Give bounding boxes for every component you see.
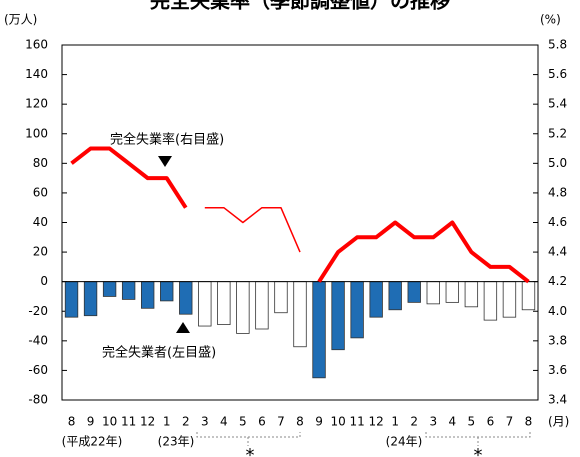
y-tick-label: 100 xyxy=(25,126,48,140)
x-tick-label: 12 xyxy=(369,415,384,429)
y2-tick-label: 5.6 xyxy=(548,67,567,81)
y2-tick-label: 5.0 xyxy=(548,156,567,170)
x-tick-label: 4 xyxy=(448,415,456,429)
annotation-arrow xyxy=(158,156,172,167)
x-tick-label: 12 xyxy=(140,415,155,429)
x-tick-label: 11 xyxy=(121,415,136,429)
year-label: (24年) xyxy=(386,435,423,449)
annotation-arrow xyxy=(176,322,190,333)
period-mark: * xyxy=(246,445,255,457)
x-tick-label: 3 xyxy=(429,415,437,429)
bar xyxy=(331,281,345,351)
bar xyxy=(217,281,231,325)
x-tick-label: 7 xyxy=(506,415,514,429)
bar xyxy=(407,281,421,303)
y2-tick-label: 3.6 xyxy=(548,363,567,377)
y-tick-label: 140 xyxy=(25,67,48,81)
bar xyxy=(312,281,326,379)
x-tick-label: 10 xyxy=(330,415,345,429)
x-tick-label: 1 xyxy=(391,415,399,429)
period-bracket xyxy=(196,432,531,446)
x-tick-label: 8 xyxy=(525,415,533,429)
y-tick-label: -40 xyxy=(28,333,48,347)
annotation: 完全失業率(右目盛) xyxy=(110,132,224,148)
bracket xyxy=(425,432,531,446)
y2-tick-label: 3.4 xyxy=(548,393,567,407)
y-tick-label: 20 xyxy=(33,245,48,259)
y-tick-label: -60 xyxy=(28,363,48,377)
y-tick-label: 80 xyxy=(33,156,48,170)
x-tick-label: 3 xyxy=(201,415,209,429)
bar xyxy=(521,281,536,311)
bar xyxy=(255,281,269,330)
bar xyxy=(236,281,250,334)
bar xyxy=(426,281,440,305)
x-tick-label: 5 xyxy=(468,415,476,429)
bar xyxy=(160,281,174,302)
bar xyxy=(140,281,155,309)
bar xyxy=(502,281,517,318)
x-tick-label: 9 xyxy=(315,415,323,429)
bar xyxy=(369,281,383,318)
x-tick-label: 7 xyxy=(277,415,285,429)
bar xyxy=(445,281,460,303)
y2-tick-label: 4.2 xyxy=(548,274,567,288)
bar xyxy=(274,281,288,314)
y-tick-label: 160 xyxy=(25,38,48,52)
period-mark: * xyxy=(474,445,483,457)
bar xyxy=(64,281,79,318)
bar xyxy=(464,281,479,308)
bar xyxy=(483,281,498,321)
y2-tick-label: 3.8 xyxy=(548,333,567,347)
y2-tick-label: 5.4 xyxy=(548,97,567,111)
rate-line xyxy=(70,146,530,284)
y-tick-label: -20 xyxy=(28,304,48,318)
x-tick-label: 8 xyxy=(68,415,76,429)
y2-tick-label: 4.6 xyxy=(548,215,567,229)
bar xyxy=(179,281,193,315)
y-tick-label: 60 xyxy=(33,185,48,199)
bar xyxy=(388,281,402,311)
chart-title: 完全失業率（季節調整値）の推移 xyxy=(150,0,450,13)
x-tick-label: 6 xyxy=(487,415,495,429)
y2-tick-label: 5.2 xyxy=(548,126,567,140)
year-label: (23年) xyxy=(158,435,195,449)
bar xyxy=(83,281,98,317)
y2-tick-label: 4.8 xyxy=(548,185,567,199)
y-unit: (万人) xyxy=(4,13,37,27)
x-tick-label: 8 xyxy=(296,415,304,429)
x-tick-label: 1 xyxy=(163,415,171,429)
x-tick-label: 4 xyxy=(220,415,228,429)
year-label: (平成22年) xyxy=(62,435,123,449)
y2-unit: (%) xyxy=(540,13,561,27)
x-tick-label: 9 xyxy=(87,415,95,429)
bar xyxy=(293,281,307,348)
bar xyxy=(121,281,136,300)
y-tick-label: 0 xyxy=(40,274,48,288)
bar xyxy=(350,281,364,339)
y2-tick-label: 4.4 xyxy=(548,245,567,259)
y2-tick-label: 5.8 xyxy=(548,38,567,52)
bracket xyxy=(196,432,301,446)
x-tick-label: 10 xyxy=(102,415,117,429)
bar xyxy=(198,281,212,327)
x-tick-label: 2 xyxy=(182,415,190,429)
x-tick-label: 5 xyxy=(239,415,247,429)
y-tick-label: 120 xyxy=(25,97,48,111)
y-tick-label: 40 xyxy=(33,215,48,229)
x-tick-label: 2 xyxy=(410,415,418,429)
x-unit: (月) xyxy=(548,415,569,429)
x-tick-label: 6 xyxy=(258,415,266,429)
y2-tick-label: 4.0 xyxy=(548,304,567,318)
rate-line xyxy=(204,206,301,253)
x-tick-label: 11 xyxy=(349,415,364,429)
y-tick-label: -80 xyxy=(28,393,48,407)
annotation: 完全失業者(左目盛) xyxy=(102,345,216,361)
bar xyxy=(102,281,117,297)
